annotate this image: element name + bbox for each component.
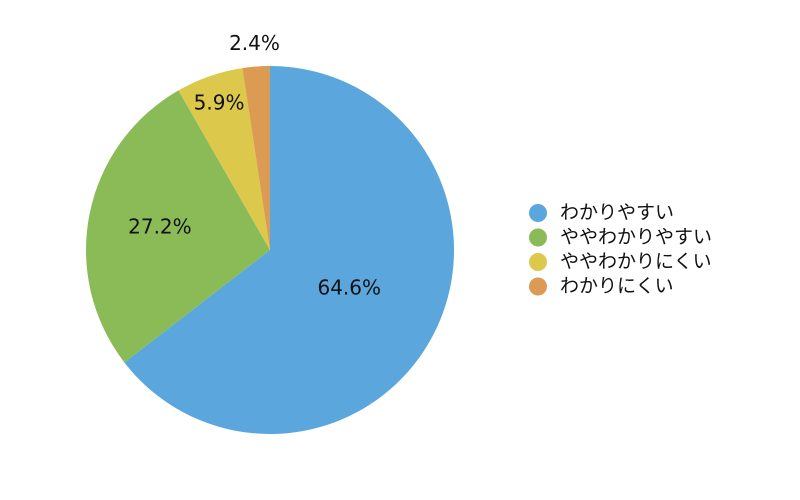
legend-label: わかりやすい [560, 202, 674, 224]
legend-label: ややわかりやすい [560, 226, 712, 248]
legend-marker [529, 253, 547, 271]
legend-marker [529, 204, 547, 222]
value-label: 27.2% [128, 215, 192, 239]
pie-slice [242, 66, 270, 250]
value-label: 2.4% [229, 31, 280, 55]
legend-label: ややわかりにくい [560, 251, 712, 273]
value-label: 5.9% [194, 91, 245, 115]
legend-marker [529, 277, 547, 296]
legend-label: わかりにくい [560, 275, 674, 297]
value-label: 64.6% [317, 275, 381, 299]
pie-slice [85, 90, 270, 363]
pie-slice [124, 66, 455, 435]
pie-slice [178, 68, 270, 250]
legend-marker [529, 228, 547, 247]
